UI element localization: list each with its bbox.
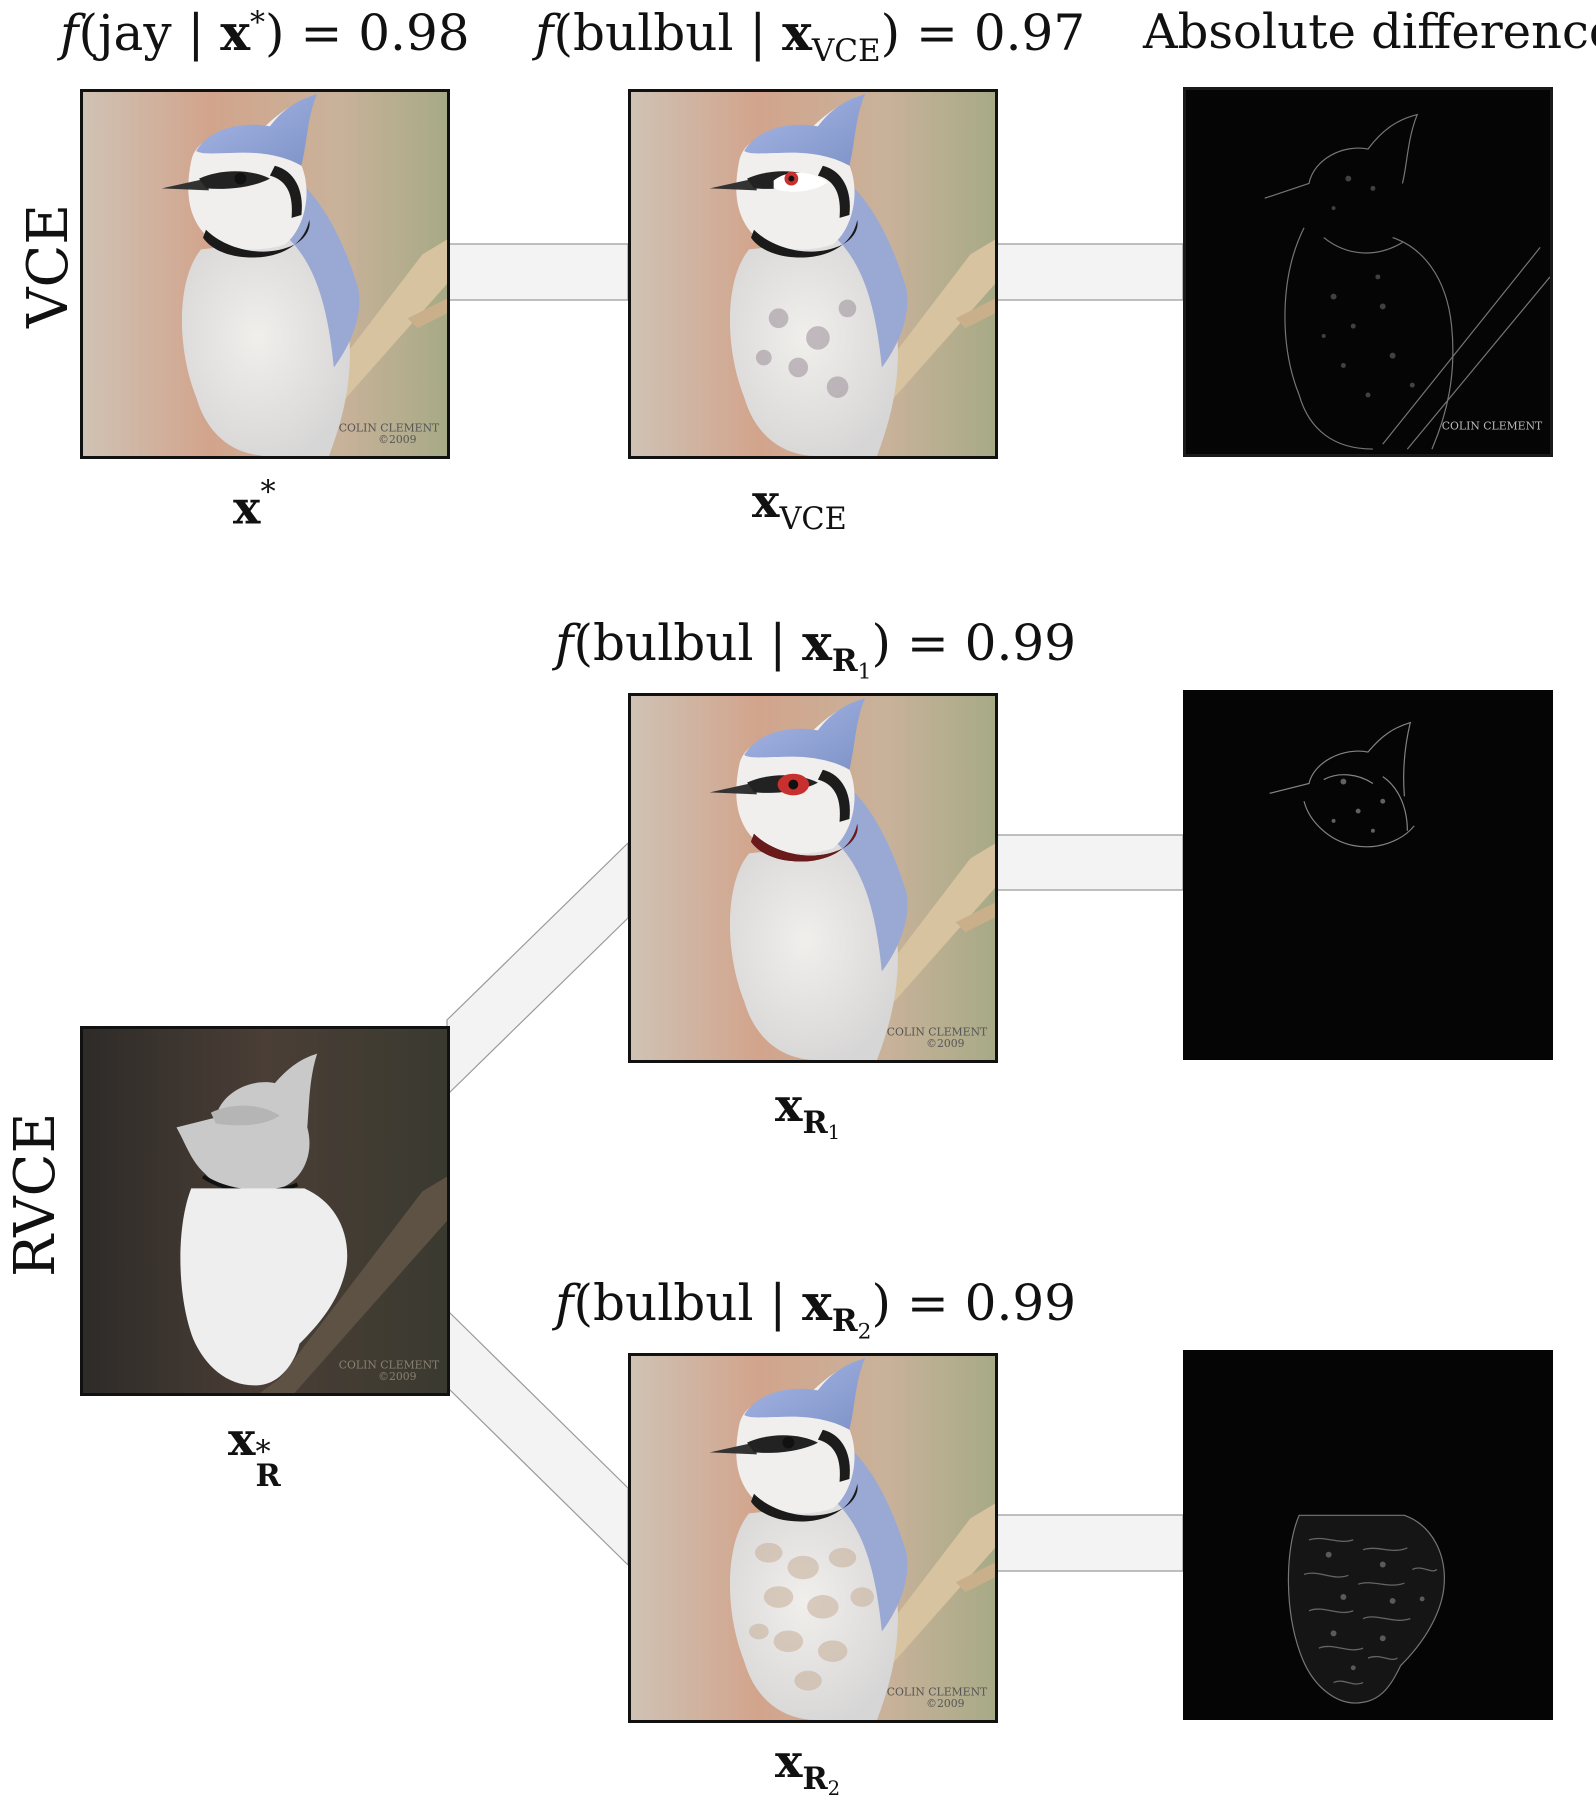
title-absolute-difference: Absolute difference [1143, 4, 1596, 60]
watermark-text: COLIN CLEMENT [339, 421, 440, 434]
watermark-year: ©2009 [378, 433, 416, 446]
watermark-text-r1: COLIN CLEMENT [887, 1025, 988, 1038]
watermark-text-r-star: COLIN CLEMENT [339, 1358, 440, 1371]
watermark-text-diff: COLIN CLEMENT [1442, 419, 1543, 432]
label-x-r2: xR2 [775, 1734, 841, 1800]
watermark-text-r2: COLIN CLEMENT [887, 1685, 988, 1698]
title-vce-probability: f(bulbul | xVCE) = 0.97 [535, 3, 1086, 69]
label-x-r-star: x * R [228, 1412, 281, 1495]
title-r1-probability: f(bulbul | xR1) = 0.99 [555, 613, 1076, 685]
label-x-vce: xVCE [752, 474, 847, 538]
label-x-star: x* [233, 475, 276, 535]
watermark-year-r2: ©2009 [926, 1697, 964, 1710]
image-x-r-star: COLIN CLEMENT ©2009 [80, 1026, 450, 1396]
title-r2-probability: f(bulbul | xR2) = 0.99 [555, 1273, 1076, 1345]
connector-xr1-to-diff [994, 834, 1184, 891]
image-x-r1: COLIN CLEMENT ©2009 [628, 693, 998, 1063]
connector-xstar-to-xvce [446, 243, 629, 301]
row-label-vce: VCE [16, 203, 81, 328]
image-abs-diff-vce: COLIN CLEMENT [1183, 87, 1553, 457]
row-label-rvce: RVCE [3, 1112, 68, 1277]
connector-xr2-to-diff [994, 1514, 1184, 1572]
connector-xr-to-xr1 [446, 841, 629, 1097]
connector-xr-to-xr2 [446, 1308, 629, 1567]
label-x-r1: xR1 [775, 1078, 841, 1145]
image-x-r2: COLIN CLEMENT ©2009 [628, 1353, 998, 1723]
image-abs-diff-r2 [1183, 1350, 1553, 1720]
watermark-year-r1: ©2009 [926, 1037, 964, 1050]
image-abs-diff-r1 [1183, 690, 1553, 1060]
watermark-year-r-star: ©2009 [378, 1370, 416, 1383]
image-x-star: COLIN CLEMENT ©2009 [80, 89, 450, 459]
title-jay-probability: f(jay | x*) = 0.98 [60, 3, 470, 62]
connector-xvce-to-diff [994, 243, 1184, 301]
image-x-vce [628, 89, 998, 459]
